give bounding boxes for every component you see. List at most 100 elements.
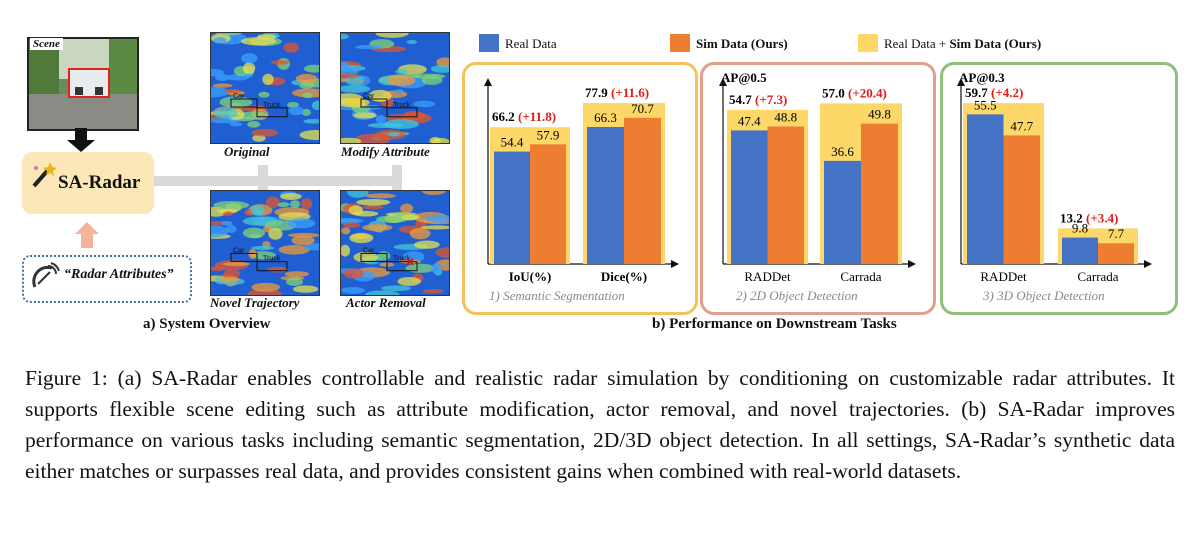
- chart-title-3d-detection: 3) 3D Object Detection: [983, 288, 1105, 303]
- x-axis-arrow: [671, 260, 679, 268]
- data-label-sim: 49.8: [868, 107, 891, 122]
- gain-value: (+20.4): [848, 85, 887, 100]
- panel-3d-detection: [940, 62, 1178, 315]
- connector-main: [154, 176, 402, 186]
- bar-real: [587, 126, 624, 264]
- bar-real: [731, 130, 768, 264]
- gain-value: (+4.2): [991, 85, 1023, 100]
- y-axis-arrow: [484, 78, 492, 86]
- combined-value: 59.7: [965, 85, 991, 100]
- radar-attributes-label: “Radar Attributes”: [64, 267, 174, 282]
- object-label: Truck: [393, 102, 411, 109]
- sa-radar-box: [22, 152, 154, 214]
- data-label-real: 36.6: [831, 144, 854, 159]
- legend-swatch-real: [479, 34, 499, 52]
- data-label-real: 66.3: [594, 110, 617, 125]
- data-label-combined: 54.7 (+7.3): [729, 92, 787, 107]
- bar-sim: [861, 123, 898, 265]
- object-box: [386, 107, 418, 118]
- gain-value: (+11.6): [611, 85, 649, 100]
- data-label-real: 9.8: [1072, 221, 1088, 236]
- data-label-combined: 13.2 (+3.4): [1060, 210, 1118, 225]
- bar-sim: [1098, 243, 1134, 264]
- combined-value: 13.2: [1060, 210, 1086, 225]
- category-label: Dice(%): [601, 269, 647, 284]
- radar-tile-actor-removal: Car Truck ✕: [340, 190, 450, 296]
- figure-caption: Figure 1: (a) SA-Radar enables controlla…: [25, 366, 1175, 483]
- scene-label: Scene: [30, 38, 63, 50]
- gain-value: (+3.4): [1086, 210, 1118, 225]
- object-box: [386, 261, 418, 272]
- tile-caption-actor-removal: Actor Removal: [346, 295, 426, 310]
- legend-combined-bold: Sim Data (Ours): [949, 36, 1042, 51]
- object-label: Truck: [263, 256, 281, 263]
- bar-real: [967, 114, 1004, 265]
- data-label-combined: 77.9 (+11.6): [585, 85, 649, 100]
- category-label: Carrada: [1077, 269, 1118, 284]
- tile-caption-novel-trajectory: Novel Trajectory: [210, 295, 300, 310]
- bar-charts: 54.4 57.966.2 (+11.8)IoU(%)66.370.777.9 (…: [484, 70, 1152, 284]
- object-label: Car: [363, 93, 375, 100]
- bar-sim: [1003, 135, 1040, 264]
- data-label-combined: 57.0 (+20.4): [822, 85, 887, 100]
- magic-wand-icon: [32, 162, 56, 188]
- downstream-tasks-caption: b) Performance on Downstream Tasks: [652, 316, 897, 332]
- model-name: SA-Radar: [58, 172, 141, 193]
- data-label-combined: 59.7 (+4.2): [965, 85, 1023, 100]
- remove-mark-icon: ✕: [405, 255, 415, 269]
- legend-real: Real Data: [505, 36, 557, 51]
- bar-real: [824, 160, 861, 264]
- combined-value: 66.2: [492, 109, 518, 124]
- radar-heatmap: Car Truck: [211, 191, 319, 295]
- category-label: IoU(%): [509, 269, 552, 284]
- radar-attributes-box: [22, 255, 192, 303]
- down-arrow-icon: [67, 128, 95, 152]
- bar-sim: [530, 144, 566, 264]
- radar-dish-icon: [32, 262, 60, 288]
- legend-swatch-combined: [858, 34, 878, 52]
- object-label: Car: [233, 247, 245, 254]
- category-label: RADDet: [980, 269, 1027, 284]
- bar-sim: [767, 126, 804, 265]
- chart-title-2d-detection: 2) 2D Object Detection: [736, 288, 858, 303]
- connector-bottom-right: [392, 184, 402, 194]
- object-label: Car: [363, 247, 375, 254]
- charts-layer: 54.4 57.9 66.2 (+11.8) IoU(%) 66.3 70.7 77.9 (…: [484, 70, 1152, 284]
- radar-heatmap: Car Truck✕: [341, 191, 449, 295]
- object-box: [230, 98, 258, 108]
- connector-bottom-left: [258, 184, 268, 194]
- panel-2d-detection: [700, 62, 936, 315]
- chart-title-segmentation: 1) Semantic Segmentation: [489, 288, 625, 303]
- gain-value: (+7.3): [755, 92, 787, 107]
- combined-value: 57.0: [822, 85, 848, 100]
- radar-tile-novel-trajectory: Car Truck: [210, 190, 320, 296]
- category-label: RADDet: [744, 269, 791, 284]
- data-label-real: 55.5: [974, 97, 997, 112]
- gain-value: (+11.8): [518, 109, 556, 124]
- data-label-sim: 7.7: [1108, 226, 1125, 241]
- radar-heatmap: Car Truck: [341, 33, 449, 143]
- up-arrow-icon: [75, 222, 99, 248]
- axis-title: AP@0.3: [959, 70, 1005, 85]
- radar-heatmap: Car Truck: [211, 33, 319, 143]
- tile-caption-original: Original: [224, 144, 270, 159]
- system-overview-caption: a) System Overview: [143, 316, 271, 332]
- radar-tile-modify-attribute: Car Truck: [340, 32, 450, 144]
- data-label-sim: 48.8: [774, 109, 797, 124]
- tile-caption-modify-attribute: Modify Attribute: [341, 144, 430, 159]
- connector-top-left: [258, 165, 268, 187]
- object-label: Truck: [263, 102, 281, 109]
- connector-top-right: [392, 165, 402, 187]
- object-label: Truck: [393, 256, 411, 263]
- bar-sim: [624, 117, 661, 265]
- data-label-real: 47.4: [738, 113, 761, 128]
- radar-tile-original: Car Truck: [210, 32, 320, 144]
- object-box: [360, 98, 388, 108]
- object-box: [230, 252, 258, 262]
- object-label: Car: [233, 93, 245, 100]
- combined-value: 77.9: [585, 85, 611, 100]
- axis-title: AP@0.5: [721, 70, 767, 85]
- y-axis-arrow: [957, 78, 965, 86]
- bar-real: [494, 151, 530, 264]
- x-axis-arrow: [1144, 260, 1152, 268]
